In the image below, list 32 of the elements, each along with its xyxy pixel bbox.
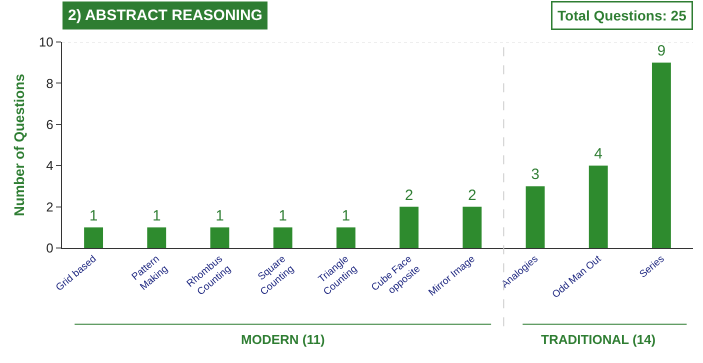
bar: [273, 227, 292, 248]
data-label: 2: [468, 186, 476, 204]
data-label: 1: [89, 207, 98, 224]
data-label: 3: [531, 166, 540, 184]
bar: [462, 206, 482, 248]
bar: [400, 206, 419, 248]
bar: [526, 186, 545, 248]
bar: [652, 62, 671, 248]
data-label: 1: [216, 207, 224, 224]
bar: [147, 227, 166, 248]
data-label: 1: [152, 207, 161, 224]
data-label: 1: [342, 207, 350, 224]
y-tick-label: 2: [46, 199, 54, 214]
y-tick-label: 8: [46, 76, 54, 91]
y-tick-label: 6: [46, 116, 54, 132]
bar: [210, 227, 230, 248]
x-tick-label: Odd Man Out: [550, 254, 604, 301]
text: Total Questions: 25: [558, 8, 687, 24]
bar: [588, 166, 608, 248]
y-tick-label: 10: [38, 34, 54, 50]
bar: [84, 227, 104, 248]
chart-title: 2) ABSTRACT REASONING: [68, 7, 262, 24]
data-label: 4: [594, 146, 603, 163]
bar: [336, 227, 356, 248]
y-axis-title: Number of Questions: [11, 74, 27, 216]
data-label: 9: [657, 42, 666, 60]
text: MODERN (11): [241, 332, 325, 347]
data-label: 2: [404, 186, 414, 204]
data-label: 1: [278, 207, 288, 224]
y-tick-label: 0: [46, 240, 54, 256]
y-tick-label: 4: [46, 158, 54, 174]
text: TRADITIONAL (14): [541, 332, 656, 347]
